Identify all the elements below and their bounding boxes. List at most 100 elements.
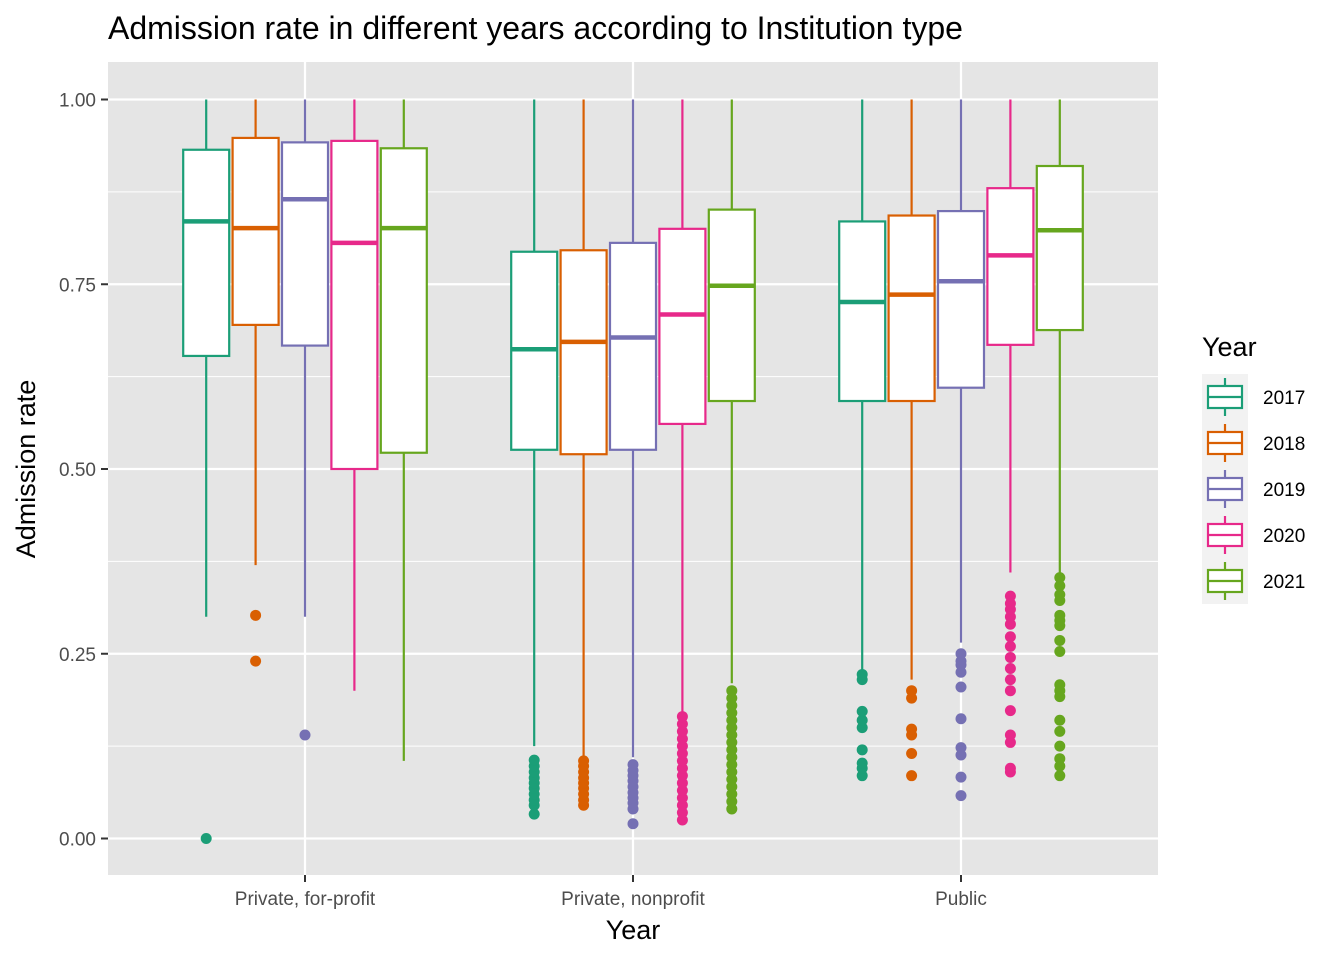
box-2018-0 — [231, 99, 280, 667]
outlier-point — [906, 685, 918, 697]
box-iqr — [658, 227, 707, 426]
outlier-point — [856, 714, 868, 726]
outlier-point — [250, 655, 262, 667]
outlier-point — [955, 771, 967, 783]
outlier-point — [856, 705, 868, 717]
box-iqr — [986, 187, 1035, 346]
outlier-point — [906, 748, 918, 760]
legend: Year 2017 2018 2019 2020 2021 — [1202, 332, 1305, 604]
outlier-point — [299, 729, 311, 741]
outlier-point — [1004, 663, 1016, 675]
box-iqr — [608, 241, 658, 451]
outlier-point — [200, 833, 212, 844]
outlier-point — [1054, 725, 1066, 737]
box-2019-2 — [936, 99, 986, 802]
outlier-point — [955, 790, 967, 802]
outlier-point — [1054, 580, 1066, 592]
y-axis-title: Admission rate — [11, 380, 41, 559]
box-2021-1 — [707, 99, 756, 815]
box-iqr — [559, 249, 608, 456]
legend-key-2020 — [1206, 516, 1244, 554]
y-tick-label: 0.25 — [59, 645, 96, 666]
box-2021-2 — [1035, 99, 1084, 782]
legend-key-2019 — [1206, 470, 1244, 508]
outlier-point — [955, 681, 967, 693]
outlier-point — [955, 742, 967, 754]
outlier-point — [1004, 729, 1016, 741]
outlier-point — [1054, 646, 1066, 658]
box-iqr — [330, 139, 379, 471]
legend-label: 2019 — [1263, 480, 1305, 501]
box-2018-2 — [887, 99, 936, 782]
box-2019-0 — [280, 99, 330, 741]
box-2017-2 — [838, 99, 887, 782]
outlier-point — [1004, 651, 1016, 663]
outlier-point — [578, 755, 590, 767]
y-tick-label: 0.50 — [59, 460, 96, 481]
outlier-point — [1054, 770, 1066, 782]
box-iqr — [280, 141, 330, 347]
legend-title: Year — [1202, 332, 1257, 362]
outlier-point — [955, 648, 967, 660]
box-iqr — [838, 220, 887, 403]
x-tick-label: Private, nonprofit — [561, 889, 705, 910]
box-iqr — [379, 147, 428, 454]
x-tick-label: Private, for-profit — [235, 889, 376, 910]
box-iqr — [887, 214, 936, 403]
box-iqr — [707, 208, 756, 403]
y-axis: 0.00 0.25 0.50 0.75 1.00 — [59, 91, 108, 851]
outlier-point — [1004, 640, 1016, 652]
outlier-point — [1004, 685, 1016, 697]
outlier-point — [906, 723, 918, 735]
x-tick-label: Public — [935, 889, 987, 910]
outlier-point — [856, 744, 868, 756]
box-2020-0 — [330, 99, 379, 691]
outlier-point — [250, 609, 262, 621]
y-tick-label: 0.00 — [59, 830, 96, 851]
box-iqr — [182, 148, 231, 358]
box-2017-1 — [510, 99, 559, 820]
legend-label: 2020 — [1263, 526, 1305, 547]
outlier-point — [1054, 572, 1066, 584]
outlier-point — [528, 808, 540, 820]
outlier-point — [1054, 753, 1066, 765]
box-iqr — [936, 209, 986, 389]
outlier-point — [676, 711, 688, 723]
legend-label: 2021 — [1263, 572, 1305, 593]
box-2019-1 — [608, 99, 658, 830]
box-2020-1 — [658, 99, 707, 826]
legend-key-2018 — [1206, 424, 1244, 462]
y-tick-label: 0.75 — [59, 275, 96, 296]
x-axis-title: Year — [606, 915, 661, 945]
box-2021-0 — [379, 99, 428, 761]
outlier-point — [528, 754, 540, 766]
outlier-point — [1054, 740, 1066, 752]
outlier-point — [627, 759, 639, 771]
outlier-point — [1004, 762, 1016, 774]
outlier-point — [1004, 590, 1016, 602]
outlier-point — [726, 685, 738, 697]
outlier-point — [1054, 714, 1066, 726]
legend-label: 2017 — [1263, 388, 1305, 409]
outlier-point — [856, 757, 868, 769]
outlier-point — [856, 668, 868, 680]
outlier-point — [906, 770, 918, 782]
outlier-point — [1054, 679, 1066, 691]
boxes-layer — [182, 99, 1084, 844]
x-axis: Private, for-profit Private, nonprofit Pub… — [235, 875, 987, 910]
box-iqr — [231, 136, 280, 326]
box-iqr — [1035, 164, 1084, 332]
y-tick-label: 1.00 — [59, 91, 96, 112]
legend-label: 2018 — [1263, 434, 1305, 455]
outlier-point — [1004, 705, 1016, 717]
legend-key-2017 — [1206, 378, 1244, 416]
outlier-point — [955, 713, 967, 725]
outlier-point — [627, 818, 639, 830]
box-2018-1 — [559, 99, 608, 811]
box-2017-0 — [182, 99, 231, 844]
box-2020-2 — [986, 99, 1035, 778]
outlier-point — [1054, 609, 1066, 621]
outlier-point — [1054, 634, 1066, 646]
legend-key-2021 — [1206, 562, 1244, 600]
